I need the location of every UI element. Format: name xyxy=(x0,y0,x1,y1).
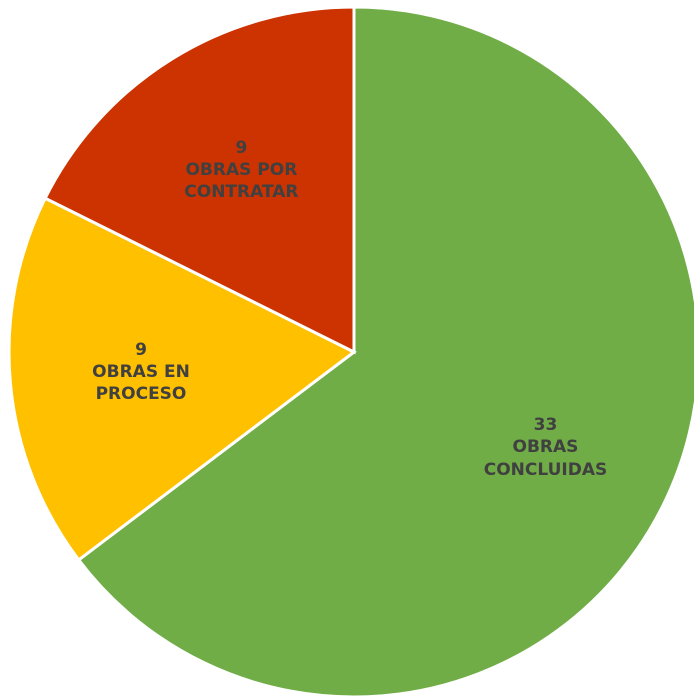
value-label: 33 xyxy=(533,415,558,436)
category-label: OBRAS POR CONTRATAR xyxy=(184,160,299,203)
pie-slice xyxy=(7,196,357,563)
value-label: 9 xyxy=(235,137,248,158)
slice-label: 9 OBRAS POR CONTRATAR xyxy=(156,137,326,203)
value-label: 9 xyxy=(135,339,147,360)
pie-slice xyxy=(76,5,694,698)
slice-label: 9 OBRAS EN PROCESO xyxy=(56,339,226,405)
pie-slice xyxy=(43,5,356,355)
slice-label: 33 OBRAS CONCLUIDAS xyxy=(460,414,630,480)
category-label: OBRAS CONCLUIDAS xyxy=(483,437,608,480)
category-label: OBRAS EN PROCESO xyxy=(92,361,190,404)
